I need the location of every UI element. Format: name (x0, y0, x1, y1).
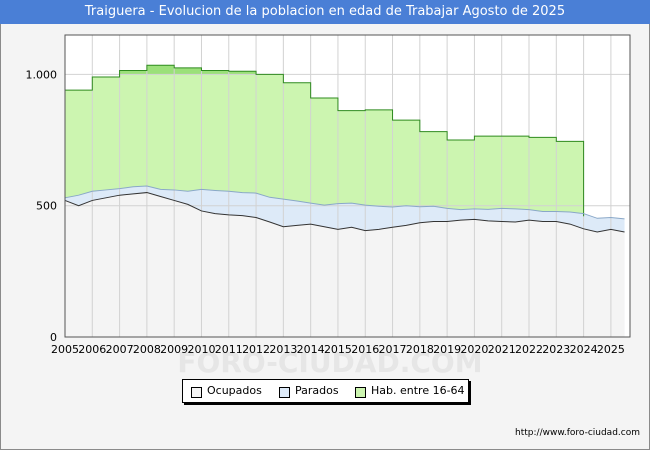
x-tick-label-2006: 2006 (78, 343, 106, 356)
hab-band-2007 (119, 70, 147, 75)
legend-swatch-parados (279, 387, 290, 398)
chart-legend: Ocupados Parados Hab. entre 16-64 (182, 379, 469, 403)
x-tick-label-2007: 2007 (106, 343, 134, 356)
series-line-ocupados (64, 192, 625, 233)
hab-band-2011 (228, 71, 257, 75)
plot-border (64, 34, 631, 338)
x-tick-label-2005: 2005 (51, 343, 79, 356)
legend-label-parados: Parados (295, 384, 339, 397)
source-url[interactable]: http://www.foro-ciudad.com (515, 428, 640, 438)
x-tick-label-2021: 2021 (488, 343, 516, 356)
chart-title: Traiguera - Evolucion de la poblacion en… (0, 0, 650, 24)
y-tick-label-500: 500 (36, 200, 57, 213)
x-tick-label-2014: 2014 (297, 343, 325, 356)
x-tick-label-2019: 2019 (433, 343, 461, 356)
hab-band-2009 (174, 67, 202, 75)
x-tick-label-2024: 2024 (570, 343, 598, 356)
x-tick-label-2015: 2015 (324, 343, 352, 356)
y-tick-label-1000: 1.000 (26, 68, 58, 81)
x-tick-label-2013: 2013 (269, 343, 297, 356)
x-tick-label-2012: 2012 (242, 343, 270, 356)
watermark: FORO-CIUDAD.COM (177, 346, 482, 379)
x-tick-label-2010: 2010 (187, 343, 215, 356)
x-tick-label-2018: 2018 (406, 343, 434, 356)
x-tick-label-2023: 2023 (542, 343, 570, 356)
legend-label-ocupados: Ocupados (207, 384, 262, 397)
legend-swatch-hab (355, 387, 366, 398)
x-tick-label-2016: 2016 (351, 343, 379, 356)
hab-band-2008 (146, 65, 175, 75)
y-tick-label-0: 0 (50, 331, 57, 344)
series-line-hab (65, 64, 585, 217)
legend-label-hab: Hab. entre 16-64 (371, 384, 465, 397)
x-tick-label-2025: 2025 (597, 343, 625, 356)
x-tick-label-2017: 2017 (379, 343, 407, 356)
series-line-parados (64, 185, 625, 220)
hab-band-2010 (201, 70, 229, 75)
x-tick-label-2011: 2011 (215, 343, 243, 356)
x-tick-label-2008: 2008 (133, 343, 161, 356)
x-tick-label-2020: 2020 (460, 343, 488, 356)
legend-swatch-ocupados (191, 387, 202, 398)
x-tick-label-2022: 2022 (515, 343, 543, 356)
series-area-ocupados (65, 192, 625, 337)
x-tick-label-2009: 2009 (160, 343, 188, 356)
